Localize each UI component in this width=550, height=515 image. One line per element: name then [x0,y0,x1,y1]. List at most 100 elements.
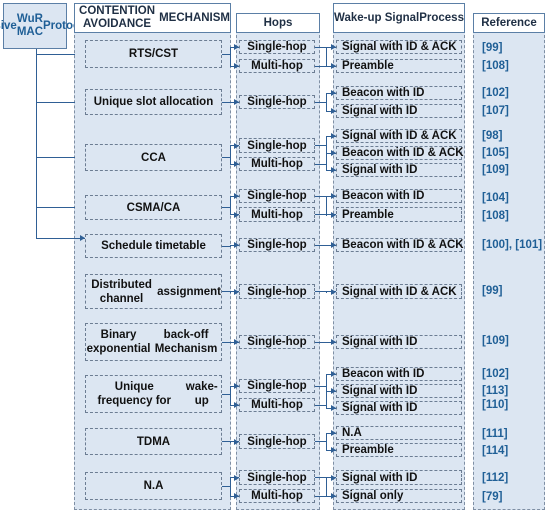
signal-box: Preamble [336,207,462,222]
arrow-head [331,108,336,114]
hop-box: Single-hop [239,434,315,449]
connector-line [315,441,326,443]
header-reference: Reference [473,13,545,33]
arrow-head [234,242,239,248]
arrow-head [331,63,336,69]
signal-box: Beacon with ID [336,367,462,381]
arrow-head [331,339,336,345]
hop-box: Multi-hop [239,489,315,503]
connector-line [229,386,231,405]
header-mechanism-line: CONTENTION AVOIDANCE [79,5,156,30]
connector-line [315,195,326,197]
hop-box: Single-hop [239,95,315,109]
mechanism-line: Binary exponential [86,329,151,355]
header-mechanism-line: MECHANISM [159,11,230,24]
connector-line [229,477,231,496]
signal-box: Signal with ID [336,401,462,415]
trunk-branch-line [36,53,75,55]
connector-line [315,495,326,497]
signal-box: Signal with ID & ACK [336,129,462,143]
arrow-head [234,161,239,167]
arrow-head [234,99,239,105]
arrow-head [331,388,336,394]
reference-label: [100], [101] [482,239,543,251]
mechanism-box: CCA [85,144,222,171]
hop-box: Multi-hop [239,207,315,222]
connector-line [222,393,230,395]
arrow-head [331,211,336,218]
arrow-head [331,493,336,499]
reference-label: [110] [482,399,509,411]
connector-line [222,245,230,247]
signal-box: Beacon with ID & ACK [336,238,464,252]
signal-box: Signal with ID [336,470,462,485]
connector-line [229,145,231,164]
header-signal: Wake-up Signal Process [333,3,465,33]
connector-line [315,163,326,165]
arrow-head [234,63,239,69]
connector-line [325,93,327,112]
header-signal-line: Process [419,11,464,24]
reference-label: [105] [482,147,509,159]
arrow-head [331,44,336,50]
connector-line [229,196,231,215]
connector-line [325,477,327,497]
arrow-head [234,142,239,149]
reference-label: [109] [482,164,509,176]
reference-label: [109] [482,335,509,347]
hop-box: Single-hop [239,138,315,153]
reference-label: [113] [482,385,509,397]
trunk-branch-line [36,101,75,103]
reference-label: [102] [482,368,509,380]
arrow-head [331,405,336,411]
reference-label: [107] [482,105,509,117]
signal-box: Signal with ID [336,384,462,398]
header-hops: Hops [236,13,320,33]
reference-label: [112] [482,472,509,484]
arrow-head [331,133,336,139]
hop-box: Multi-hop [239,59,315,73]
connector-line [222,157,230,159]
signal-box: Signal with ID [336,104,462,118]
signal-box: N.A [336,426,462,440]
signal-box: Beacon with ID [336,189,462,203]
mechanism-box: N.A [85,472,222,500]
arrow-head [234,438,239,445]
connector-line [222,441,230,443]
arrow-head [234,474,239,481]
connector-line [315,101,326,103]
reference-label: [79] [482,491,503,503]
hops-column-panel [236,30,320,510]
mechanism-line: TDMA [136,435,171,448]
connector-line [315,477,326,479]
arrow-head [234,288,239,295]
connector-line [315,291,326,293]
arrow-head [331,167,336,173]
hop-box: Single-hop [239,40,315,54]
connector-line [229,47,231,66]
mechanism-line: Schedule timetable [101,240,206,252]
mechanism-box: RTS/CST [85,40,222,68]
arrow-head [331,193,336,199]
connector-line [315,145,326,147]
header-signal-line: Wake-up Signal [334,11,420,24]
connector-line [325,196,327,216]
arrow-head [234,493,239,499]
connector-line [222,485,230,487]
signal-box: Signal only [336,489,462,503]
connector-line [315,244,326,246]
arrow-head [331,371,336,377]
connector-line [222,291,230,293]
connector-line [222,207,230,209]
mechanism-line: Unique frequency for [97,381,172,407]
signal-box: Signal with ID & ACK [336,284,462,299]
mechanism-box: Schedule timetable [85,234,222,258]
mechanism-line: wake-up [185,381,218,407]
mechanism-line: N.A [143,480,164,492]
mechanism-line: Unique slot allocation [93,96,214,108]
signal-box: Beacon with ID & ACK [336,146,464,160]
hop-box: Single-hop [239,379,315,393]
hop-box: Single-hop [239,238,315,252]
connector-line [315,214,326,216]
